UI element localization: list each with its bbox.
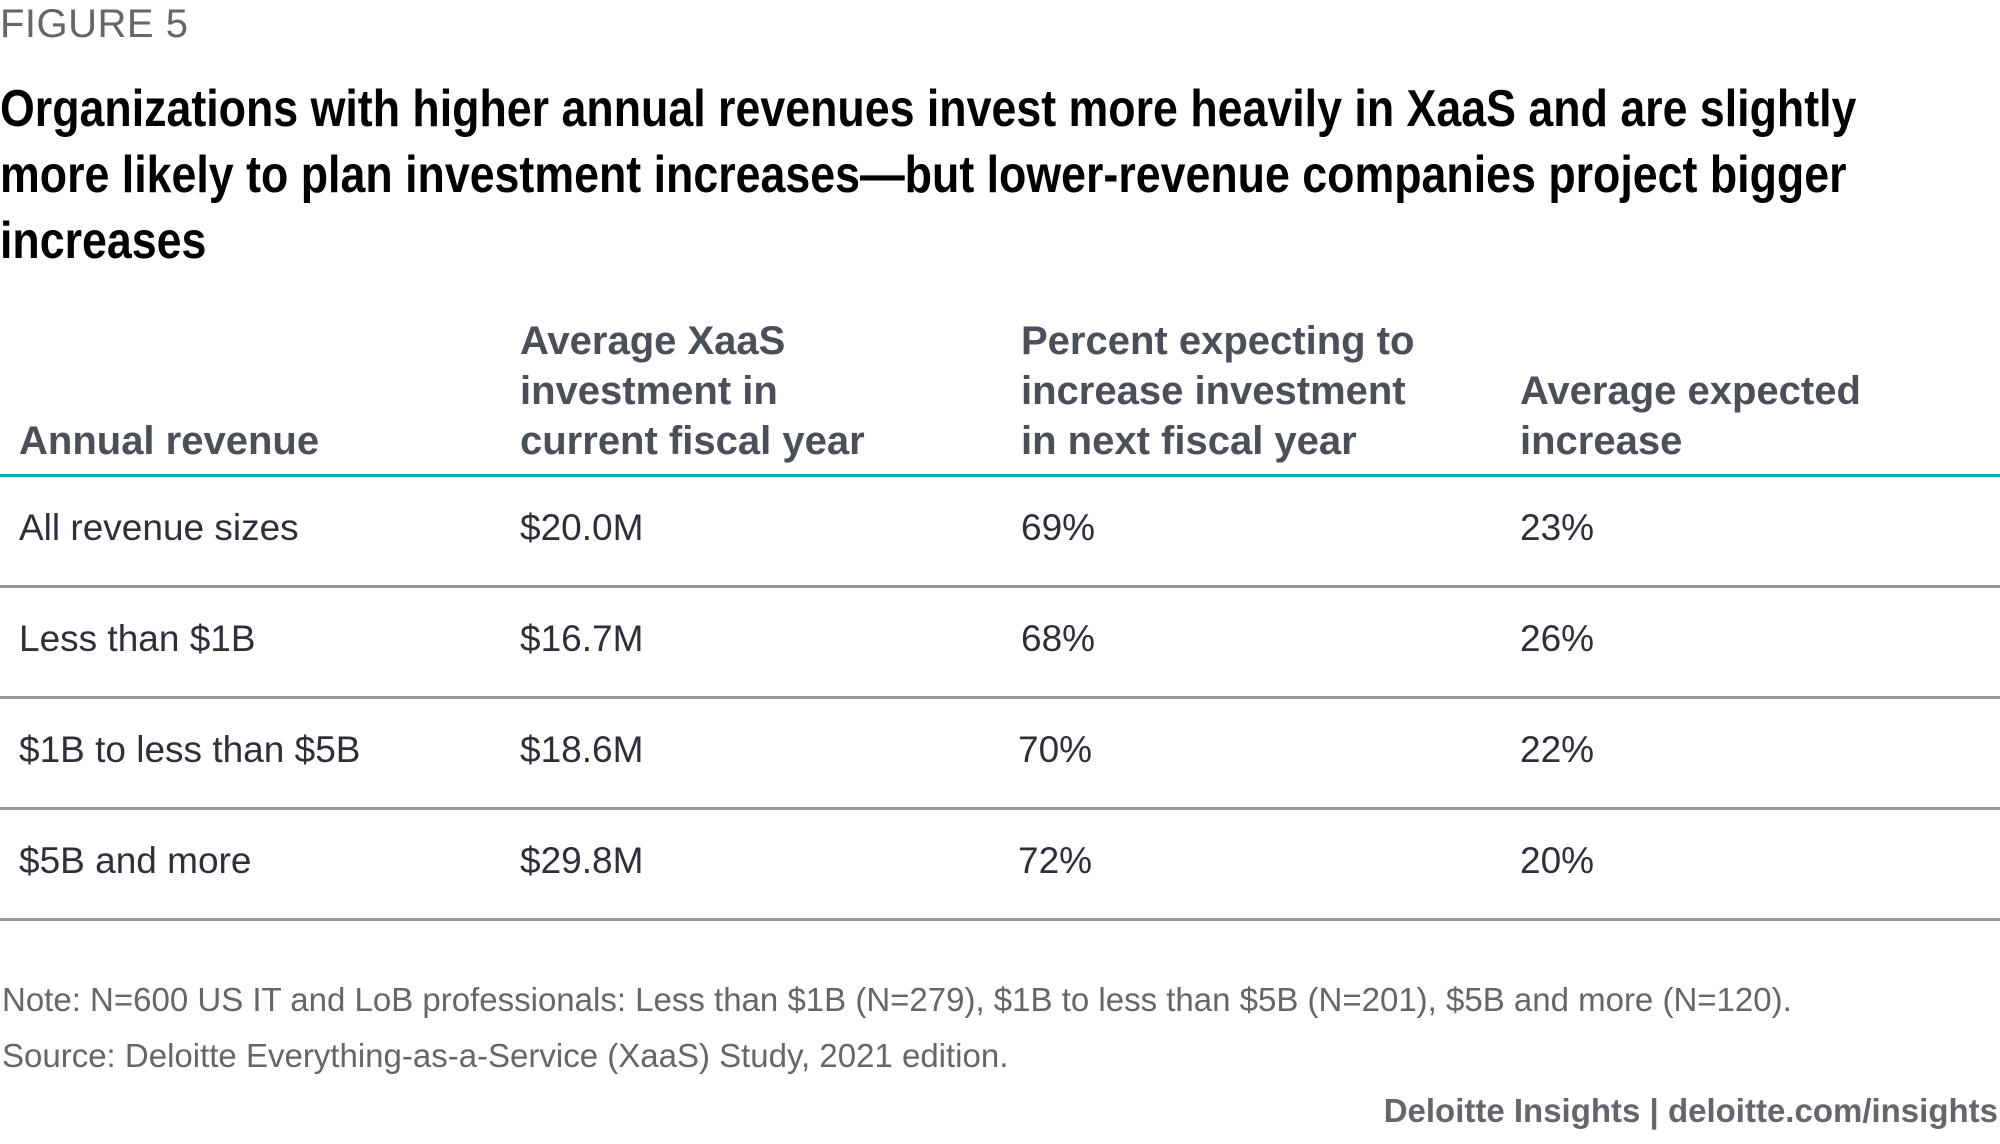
cell-avg-investment: $16.7M (520, 618, 644, 659)
header-line: increase investment (1021, 369, 1406, 413)
footer-credit: Deloitte Insights | deloitte.com/insight… (1383, 1092, 1998, 1129)
column-header-avg-investment: Average XaaS investment in current fisca… (520, 316, 865, 466)
header-line: in next fiscal year (1021, 419, 1357, 463)
column-header-percent-expecting: Percent expecting to increase investment… (1021, 316, 1414, 466)
chart-title: Organizations with higher annual revenue… (0, 80, 1857, 270)
column-header-avg-expected-increase: Average expected increase (1520, 366, 1861, 466)
header-line: current fiscal year (520, 419, 865, 463)
table-header-row: Annual revenue Average XaaS investment i… (0, 300, 2000, 466)
table-row: All revenue sizes $20.0M 69% 23% (0, 477, 2000, 588)
row-divider (0, 918, 2000, 921)
column-header-annual-revenue: Annual revenue (19, 416, 319, 466)
table-row: Less than $1B $16.7M 68% 26% (0, 588, 2000, 699)
header-line: Average XaaS (520, 319, 786, 363)
cell-avg-increase: 26% (1520, 618, 1595, 659)
header-line: Average expected (1520, 369, 1861, 413)
row-divider (0, 807, 2000, 810)
figure-label: FIGURE 5 (0, 2, 189, 46)
header-accent-rule (0, 474, 2000, 477)
cell-percent-expecting: 68% (1021, 618, 1096, 659)
cell-percent-expecting: 72% (1018, 840, 1093, 881)
table-row: $1B to less than $5B $18.6M 70% 22% (0, 699, 2000, 810)
header-line: Annual revenue (19, 419, 320, 463)
table-row: $5B and more $29.8M 72% 20% (0, 810, 2000, 921)
cell-avg-investment: $29.8M (520, 840, 644, 881)
cell-revenue: $5B and more (19, 840, 252, 881)
header-line: increase (1520, 419, 1683, 463)
cell-revenue: Less than $1B (19, 618, 256, 659)
cell-avg-increase: 20% (1520, 840, 1595, 881)
cell-revenue: $1B to less than $5B (19, 729, 361, 770)
cell-avg-investment: $18.6M (520, 729, 644, 770)
cell-percent-expecting: 70% (1018, 729, 1093, 770)
note-text: Note: N=600 US IT and LoB professionals:… (2, 981, 1792, 1018)
cell-revenue: All revenue sizes (19, 507, 299, 548)
cell-avg-investment: $20.0M (520, 507, 644, 548)
cell-avg-increase: 22% (1520, 729, 1595, 770)
source-text: Source: Deloitte Everything-as-a-Service… (2, 1037, 1009, 1074)
cell-avg-increase: 23% (1520, 507, 1595, 548)
row-divider (0, 585, 2000, 588)
header-line: investment in (520, 369, 778, 413)
row-divider (0, 696, 2000, 699)
cell-percent-expecting: 69% (1021, 507, 1096, 548)
header-line: Percent expecting to (1021, 319, 1415, 363)
